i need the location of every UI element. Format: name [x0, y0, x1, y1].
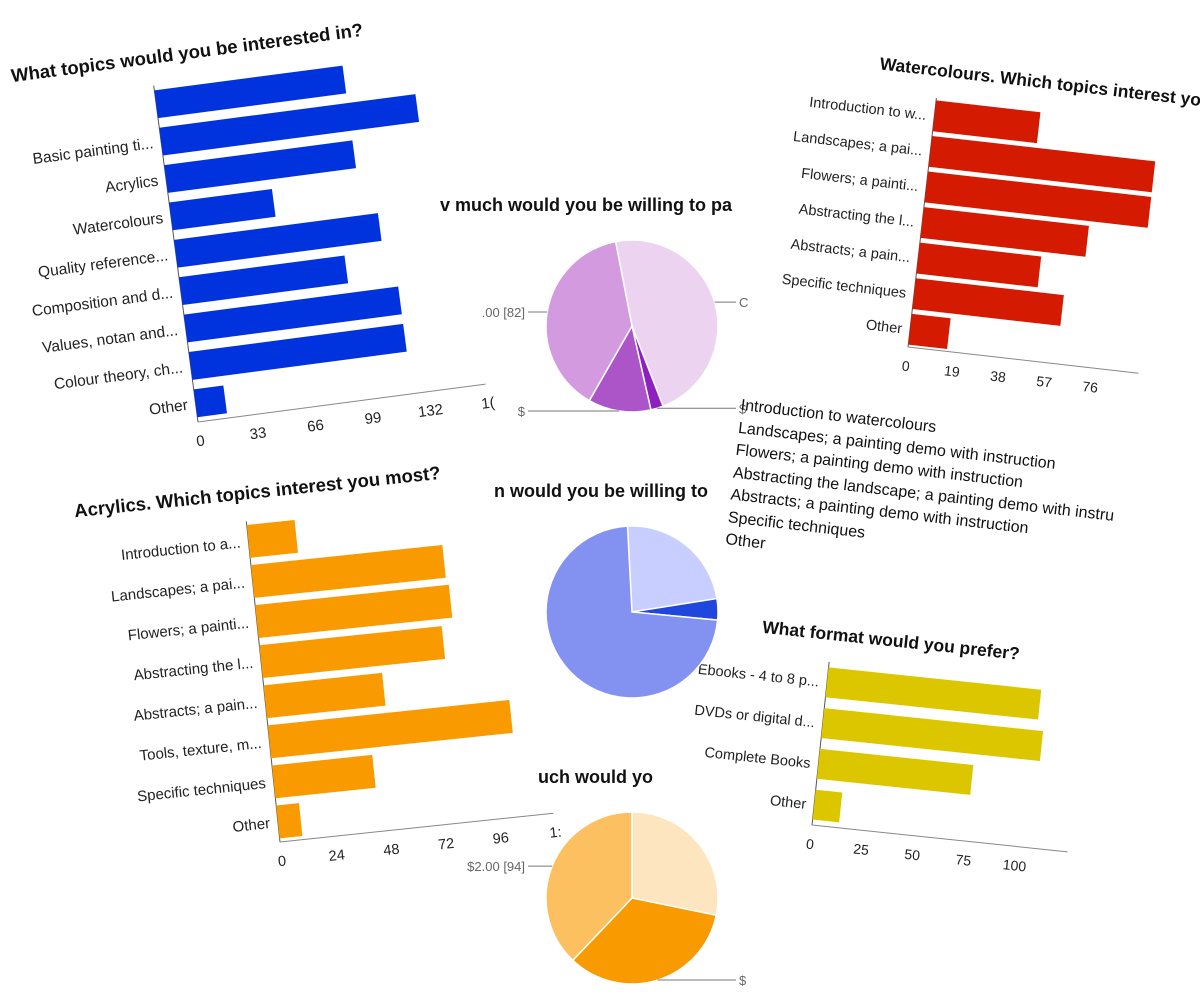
acrylics-bar: [255, 584, 453, 638]
acrylics-bar: [250, 544, 446, 598]
format-x-tick: 0: [805, 836, 815, 853]
pay-purple-pie-chart: C $ $ .00 [82] v much would you be willing t…: [440, 195, 748, 419]
watercolours-bar: [928, 135, 1156, 193]
pay_blue-slice: [626, 525, 718, 613]
acrylics-x-tick: 48: [383, 842, 401, 860]
topics-bar: [188, 323, 407, 380]
acrylics-x-tick: 24: [328, 847, 346, 865]
topics-bar: [174, 213, 382, 268]
topics-x-tick: 1(: [480, 394, 495, 413]
pay_purple-slice-label: C: [739, 295, 748, 310]
pay_purple-slice-label: .00 [82]: [482, 305, 525, 320]
chart-acrylics: Introduction to a... Landscapes; a pai...…: [0, 0, 600, 880]
format-chart-title: What format would you prefer?: [761, 617, 1020, 664]
acrylics-bar: [263, 672, 386, 719]
format-x-tick: 75: [955, 851, 972, 869]
pay_orange-chart-title: uch would yo: [538, 767, 653, 787]
topics-bar-chart: Basic painting ti...AcrylicsWatercolours…: [10, 19, 496, 450]
pay-orange-pie-chart: $ $2.00 [94] uch would yo: [467, 767, 747, 988]
topics-bar: [178, 255, 349, 306]
topics-bar: [154, 65, 347, 119]
pay_orange-slice-label: $2.00 [94]: [467, 859, 525, 874]
format-x-tick: 25: [853, 840, 870, 858]
topics-category-label: Acrylics: [104, 173, 159, 197]
topics-category-label: Other: [148, 397, 189, 419]
chart-format: Ebooks - 4 to 8 p... DVDs or digital d...…: [694, 617, 1068, 875]
topics-x-tick: 132: [417, 401, 444, 421]
format-x-tick: 100: [1002, 856, 1027, 874]
watercolours-x-axis: [907, 346, 1139, 374]
watercolours-bar: [908, 313, 951, 350]
format-bar: [812, 789, 843, 823]
pay_orange-slice-label: $: [739, 973, 747, 988]
acrylics-bar: [246, 519, 298, 558]
topics-bar: [159, 94, 420, 156]
watercolours-x-tick: 19: [943, 362, 960, 380]
format-bar: [816, 748, 974, 795]
chart-pay-orange: $ $2.00 [94] uch would yo: [467, 767, 747, 988]
topics-x-tick: 33: [249, 424, 268, 443]
watercolours-category-label: Other: [865, 317, 903, 337]
pay_purple-chart-title: v much would you be willing to pa: [440, 195, 733, 215]
topics-x-tick: 99: [364, 409, 383, 428]
format-bar-chart: Ebooks - 4 to 8 p...DVDs or digital d...…: [694, 617, 1068, 875]
pay_orange-slice: [545, 811, 633, 962]
format-x-axis: [811, 824, 1068, 853]
pay-blue-pie-chart: n would you be willing to: [494, 481, 719, 699]
topics-bar: [193, 385, 227, 418]
format-bar: [821, 708, 1044, 761]
pay_purple-slice: [588, 323, 652, 413]
topics-x-tick: 66: [306, 417, 325, 436]
acrylics-x-axis: [279, 812, 554, 843]
pay_purple-slice: [614, 239, 719, 408]
watercolours-bar: [920, 207, 1089, 257]
acrylics-bar-chart: Introduction to a...Landscapes; a pai...…: [73, 462, 563, 871]
topics-x-axis: [197, 383, 486, 423]
watercolours-x-tick: 76: [1082, 378, 1099, 396]
acrylics-bar: [276, 803, 303, 839]
watercolours-bar: [916, 242, 1042, 288]
pay_purple-slice-label: $: [518, 404, 526, 419]
acrylics-x-tick: 1:: [549, 825, 563, 842]
watercolours-bar: [932, 100, 1041, 144]
acrylics-x-tick: 0: [277, 854, 287, 871]
chart-pay-blue: n would you be willing to: [0, 0, 760, 710]
pay_purple-slice-label: $: [739, 401, 747, 416]
topics-x-tick: 0: [195, 432, 205, 450]
topics-bar: [164, 140, 357, 193]
chart-watercolours: Introduction to w... Landscapes; a pai...…: [0, 0, 1200, 420]
topics-bar: [169, 189, 276, 231]
watercolours-x-tick: 0: [901, 357, 911, 374]
watercolours-bar: [912, 278, 1064, 326]
acrylics-bar: [259, 626, 446, 679]
pay_blue-slice: [545, 525, 719, 699]
pay_blue-chart-title: n would you be willing to: [494, 481, 708, 501]
pay_orange-slice: [631, 811, 719, 917]
watercolours-x-tick: 38: [989, 368, 1006, 386]
watercolours-x-tick: 57: [1036, 373, 1053, 391]
watercolours-bar-chart: Introduction to w...Landscapes; a pai...…: [781, 53, 1200, 396]
acrylics-category-label: Other: [232, 815, 271, 836]
watercolours-bar: [924, 171, 1152, 228]
chart-topics: Basic painting ti... Acrylics Watercolours…: [0, 0, 496, 450]
acrylics-bar: [271, 754, 376, 799]
format-x-tick: 50: [904, 846, 921, 864]
format-category-label: Other: [769, 793, 807, 813]
chart-pay-purple: C $ $ .00 [82] v much would you be willing t…: [0, 0, 760, 420]
acrylics-x-tick: 72: [437, 836, 455, 854]
acrylics-bar: [267, 700, 513, 759]
acrylics-x-tick: 96: [492, 830, 510, 848]
format-bar: [825, 667, 1042, 720]
topics-y-axis: [153, 85, 199, 423]
topics-bar: [183, 286, 402, 343]
